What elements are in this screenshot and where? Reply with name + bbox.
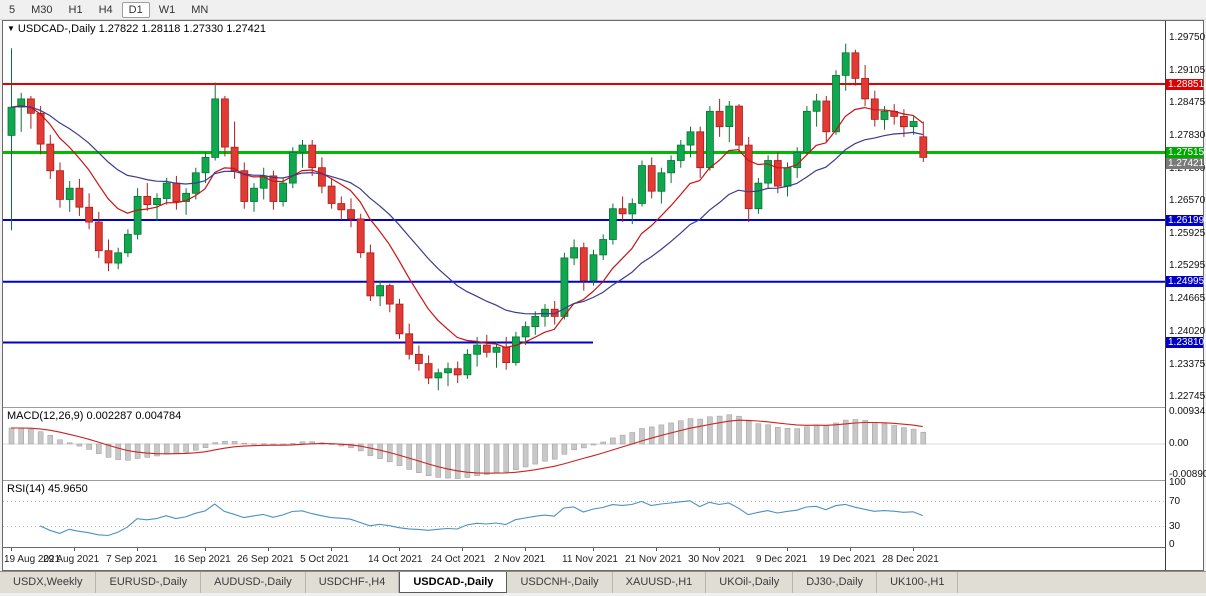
price-axis-label: 1.29750	[1169, 31, 1206, 43]
timeframe-toolbar: 5 M30 H1 H4 D1 W1 MN	[0, 0, 1206, 20]
pane-separator[interactable]	[3, 407, 1203, 408]
timeframe-button-h4[interactable]: H4	[98, 3, 113, 16]
timeframe-button-h1[interactable]: H1	[68, 3, 83, 16]
timeframe-button-d1[interactable]: D1	[121, 1, 150, 18]
tab-uk100-h1[interactable]: UK100-,H1	[877, 572, 959, 593]
time-tick	[11, 548, 12, 551]
price-axis-label: 1.25925	[1169, 228, 1206, 240]
tab-usdx-weekly[interactable]: USDX,Weekly	[0, 572, 97, 593]
price-axis-label: 1.26570	[1169, 195, 1206, 206]
rsi-pane[interactable]: RSI(14) 45.9650	[3, 481, 1165, 547]
main-price-pane[interactable]: ▼ USDCAD-,Daily 1.27822 1.28118 1.27330 1…	[3, 21, 1165, 407]
chart-tabs: USDX,Weekly EURUSD-,Daily AUDUSD-,Daily USD…	[0, 571, 1206, 593]
ma-line-22	[10, 105, 923, 315]
time-tick	[74, 548, 75, 551]
time-axis-label: 21 Nov 2021	[625, 554, 682, 565]
timeframe-button-5[interactable]: 5	[9, 3, 16, 16]
macd-axis-label: -0.00890	[1169, 468, 1206, 480]
time-tick	[787, 548, 788, 551]
time-axis-label: 26 Sep 2021	[237, 554, 294, 565]
pane-separator	[3, 547, 1203, 548]
bid-price-badge: 1.27421	[1166, 158, 1205, 170]
tab-usdchf-h4[interactable]: USDCHF-,H4	[306, 572, 400, 593]
tab-xauusd-h1[interactable]: XAUUSD-,H1	[613, 572, 707, 593]
price-badge-1.26199: 1.26199	[1166, 214, 1205, 226]
time-tick	[719, 548, 721, 551]
pane-separator[interactable]	[3, 480, 1203, 481]
chart-title-text: USDCAD-,Daily 1.27822 1.28118 1.27330 1.…	[17, 23, 266, 35]
macd-signal-line	[11, 419, 923, 474]
timeframe-button-w1[interactable]: W1	[158, 3, 176, 16]
time-axis-label: 7 Sep 2021	[106, 554, 158, 565]
time-tick	[462, 548, 463, 551]
price-axis-label: 1.24665	[1169, 292, 1206, 304]
time-axis-label: 29 Aug 2021	[43, 554, 100, 565]
time-axis-label: 19 Aug 2021	[4, 554, 61, 565]
macd-pane[interactable]: MACD(12,26,9) 0.002287 0.004784	[3, 408, 1165, 480]
price-axis-label: 1.25295	[1169, 260, 1206, 272]
tab-usdcad-daily[interactable]: USDCAD-,Daily	[399, 572, 508, 593]
time-tick	[850, 548, 851, 551]
time-axis-label: 14 Oct 2021	[368, 554, 423, 565]
macd-axis-label: 0.00	[1169, 438, 1189, 449]
time-axis-label: 16 Sep 2021	[174, 554, 231, 565]
time-tick	[525, 548, 527, 551]
time-axis-label: 9 Dec 2021	[756, 554, 808, 565]
time-tick	[331, 548, 333, 551]
tab-usdcnh-daily[interactable]: USDCNH-,Daily	[507, 572, 613, 593]
price-badge-1.23810: 1.23810	[1166, 337, 1205, 348]
time-axis-label: 24 Oct 2021	[431, 554, 486, 565]
ma-line-10	[10, 105, 924, 349]
price-axis-label: 1.23375	[1169, 358, 1206, 370]
timeframe-button-m30[interactable]: M30	[31, 3, 53, 16]
chart-window: ▼ USDCAD-,Daily 1.27822 1.28118 1.27330 1…	[2, 20, 1206, 571]
time-tick	[137, 548, 139, 551]
tab-audusd-daily[interactable]: AUDUSD-,Daily	[201, 572, 306, 593]
chart-title: ▼ USDCAD-,Daily 1.27822 1.28118 1.27330 1…	[7, 23, 266, 35]
price-axis-label: 1.24020	[1169, 325, 1206, 337]
tab-ukoil-daily[interactable]: UKOil-,Daily	[706, 572, 794, 593]
macd-label: MACD(12,26,9) 0.002287 0.004784	[7, 410, 182, 422]
time-axis-label: 28 Dec 2021	[882, 554, 939, 565]
rsi-axis-label: 100	[1169, 476, 1186, 488]
price-axis-label: 1.27830	[1169, 130, 1206, 142]
time-axis-label: 11 Nov 2021	[562, 554, 618, 565]
macd-axis-label: 0.00934	[1169, 406, 1206, 417]
tab-eurusd-daily[interactable]: EURUSD-,Daily	[96, 572, 202, 593]
macd-svg[interactable]	[3, 408, 1165, 480]
price-axis-label: 1.28475	[1169, 97, 1206, 109]
time-axis-label: 5 Oct 2021	[300, 554, 350, 565]
time-tick	[205, 548, 206, 551]
time-tick	[913, 548, 915, 551]
time-axis[interactable]: 19 Aug 2021 29 Aug 2021 7 Sep 2021 16 Sep 2…	[3, 548, 1165, 570]
rsi-axis-label: 70	[1169, 495, 1181, 507]
time-axis-label: 2 Nov 2021	[494, 554, 546, 565]
rsi-label: RSI(14) 45.9650	[7, 483, 88, 495]
time-tick	[593, 548, 594, 551]
price-badge-1.24995: 1.24995	[1166, 276, 1205, 288]
candles-group	[7, 43, 928, 391]
time-tick	[656, 548, 657, 551]
rsi-axis-label: 0	[1169, 539, 1175, 551]
price-axis[interactable]: 1.297501.291051.284751.278301.272001.265…	[1165, 21, 1206, 570]
chart-menu-icon[interactable]: ▼	[7, 24, 15, 33]
rsi-svg[interactable]	[3, 481, 1165, 547]
main-price-svg[interactable]	[3, 21, 1165, 407]
timeframe-button-mn[interactable]: MN	[191, 3, 209, 16]
rsi-line	[39, 500, 924, 537]
rsi-axis-label: 30	[1169, 520, 1181, 532]
price-badge-1.28851: 1.28851	[1166, 78, 1205, 90]
price-axis-label: 1.29105	[1169, 65, 1206, 76]
time-tick	[268, 548, 269, 551]
time-tick	[399, 548, 400, 551]
time-axis-label: 19 Dec 2021	[819, 554, 876, 565]
price-axis-label: 1.22745	[1169, 391, 1206, 403]
tab-dj30-daily[interactable]: DJ30-,Daily	[793, 572, 878, 593]
time-axis-label: 30 Nov 2021	[688, 554, 745, 565]
price-badge-1.27515: 1.27515	[1166, 147, 1205, 158]
